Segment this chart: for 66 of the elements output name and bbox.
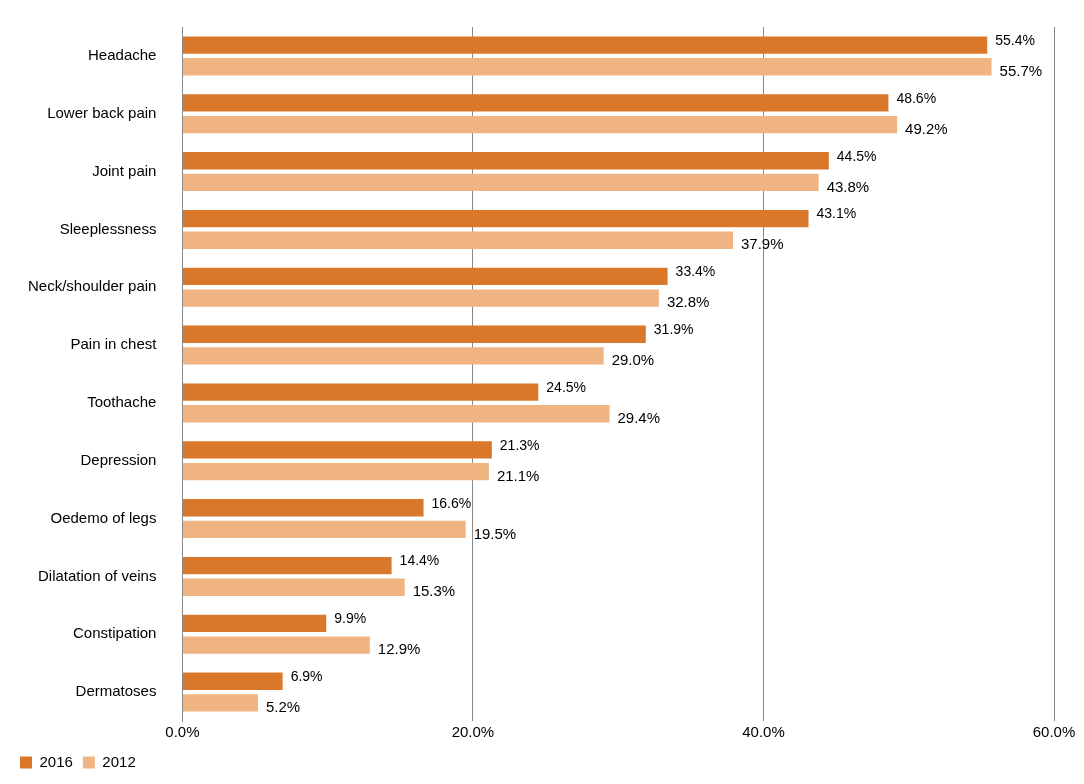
bar (182, 556, 392, 575)
bar (182, 347, 604, 365)
data-label: 49.2% (905, 119, 948, 137)
bar (182, 441, 492, 459)
bar (182, 614, 327, 633)
data-label: 5.2% (265, 698, 301, 716)
bar (182, 636, 370, 654)
data-label: 29.0% (611, 351, 655, 369)
bar (182, 267, 668, 286)
data-label: 29.4% (617, 408, 661, 426)
data-label: 55.4% (995, 31, 1035, 48)
data-label: 19.5% (473, 524, 517, 542)
y-tick-label: Depression (80, 450, 157, 468)
data-label: 31.9% (653, 321, 694, 338)
bar (182, 289, 659, 307)
y-tick-label: Headache (88, 46, 157, 64)
bar (182, 115, 898, 134)
y-tick-label: Constipation (73, 624, 157, 642)
y-tick-label: Pain in chest (70, 335, 158, 353)
bar (182, 520, 466, 539)
bar (182, 152, 829, 170)
data-label: 21.3% (499, 436, 540, 453)
y-tick-label: Dermatoses (75, 682, 157, 700)
y-tick-label: Joint pain (92, 161, 157, 179)
bar (182, 405, 610, 423)
legend-label: 2012 (102, 752, 136, 770)
data-label: 14.4% (399, 552, 440, 569)
bar (182, 231, 733, 249)
x-tick-label: 40.0% (742, 723, 785, 741)
legend-label: 2016 (39, 752, 73, 770)
data-label: 43.8% (826, 177, 870, 195)
x-tick-label: 60.0% (1032, 723, 1076, 741)
x-tick-label: 20.0% (451, 723, 495, 741)
bar (182, 209, 809, 228)
bar (182, 499, 424, 517)
data-label: 33.4% (675, 263, 716, 280)
data-label: 37.9% (740, 235, 784, 253)
y-tick-label: Lower back pain (47, 103, 157, 121)
data-label: 32.8% (666, 293, 710, 311)
y-tick-label: Toothache (87, 393, 157, 411)
y-tick-label: Oedemo of legs (50, 508, 157, 526)
data-label: 21.1% (496, 466, 540, 484)
bar (182, 578, 405, 596)
data-label: 9.9% (334, 610, 367, 627)
data-label: 55.7% (999, 61, 1043, 79)
data-label: 43.1% (816, 205, 857, 222)
data-label: 15.3% (412, 582, 456, 600)
data-label: 6.9% (290, 668, 323, 685)
bar (182, 383, 539, 401)
y-tick-label: Neck/shoulder pain (27, 277, 157, 295)
data-label: 24.5% (546, 378, 587, 395)
bar (182, 58, 992, 76)
data-label: 44.5% (836, 147, 877, 164)
x-tick-label: 0.0% (165, 723, 200, 741)
bar (182, 94, 889, 112)
bar (182, 36, 988, 54)
data-label: 16.6% (431, 494, 472, 511)
data-label: 48.6% (896, 89, 937, 106)
y-tick-label: Dilatation of veins (38, 566, 157, 584)
data-label: 12.9% (377, 640, 421, 658)
bar (182, 325, 646, 343)
bar (182, 173, 819, 192)
bar (182, 694, 258, 712)
y-tick-label: Sleeplessness (59, 219, 157, 237)
bar (182, 672, 283, 690)
bar (182, 462, 489, 481)
